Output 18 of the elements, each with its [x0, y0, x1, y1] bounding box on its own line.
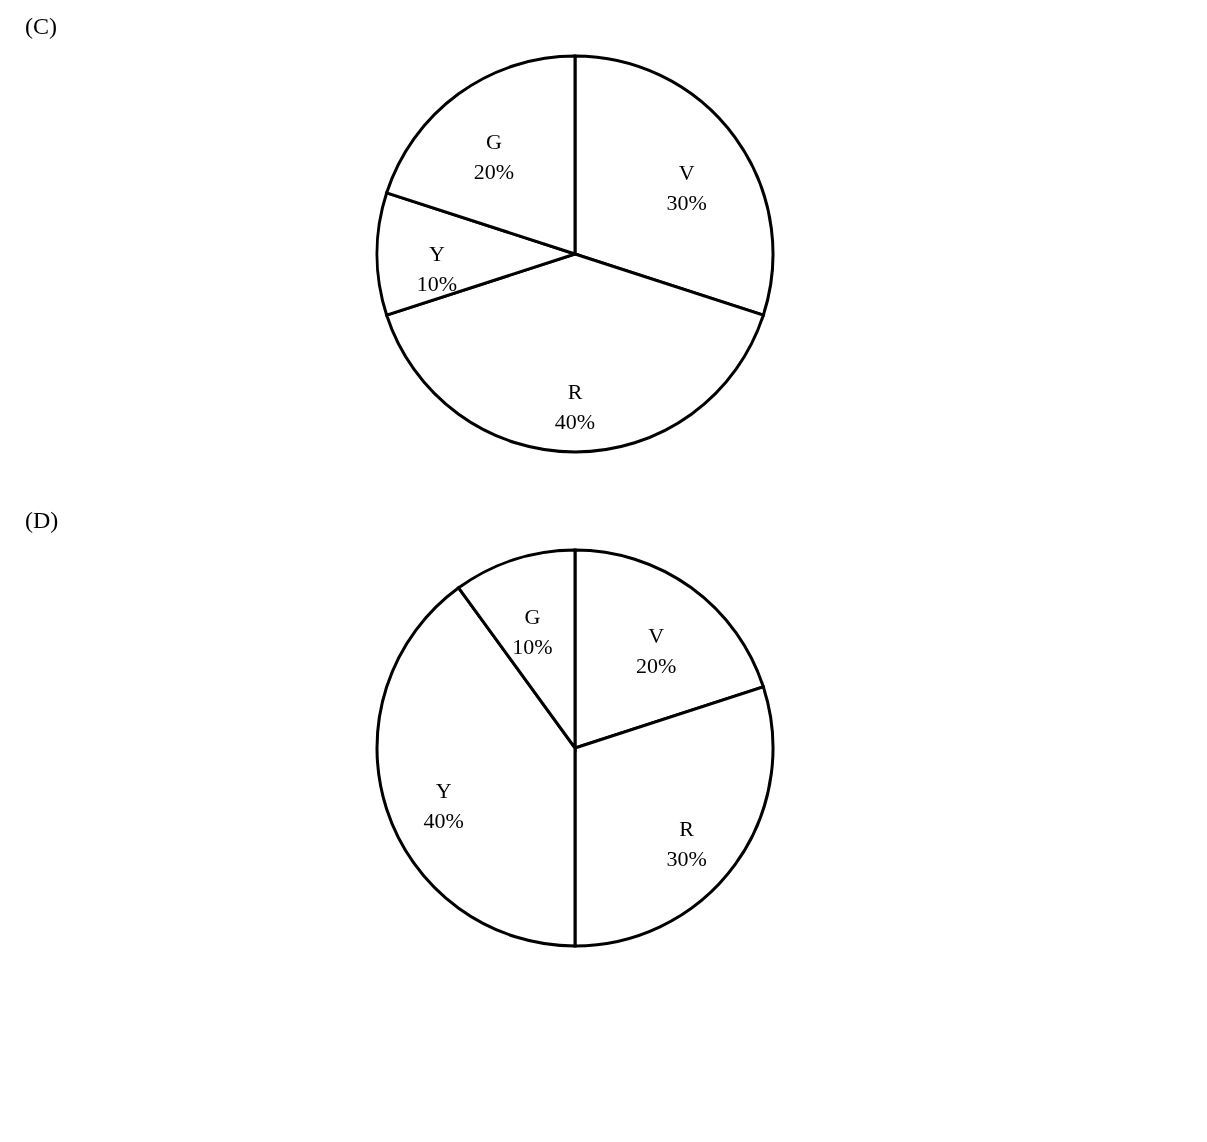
data-label: 10%	[416, 271, 458, 296]
text: (D)	[25, 507, 59, 533]
data-label: 20%	[473, 159, 515, 185]
slice-label: G	[524, 603, 541, 629]
slice-label: G	[485, 129, 502, 155]
data-label: 10%	[512, 633, 553, 659]
data-label: 30%	[666, 189, 707, 215]
slice-label: V	[648, 623, 665, 649]
data-label: 30%	[666, 846, 707, 872]
slice-label: R	[679, 816, 695, 842]
data-label: 40%	[423, 807, 464, 833]
text: (C)	[25, 13, 57, 39]
slice-label: Y	[435, 777, 452, 803]
data-label: 40%	[554, 409, 596, 434]
slice-label: R	[567, 379, 583, 404]
slice-label: V	[678, 159, 695, 185]
slice-label: Y	[429, 241, 446, 266]
data-label: 20%	[635, 653, 677, 679]
